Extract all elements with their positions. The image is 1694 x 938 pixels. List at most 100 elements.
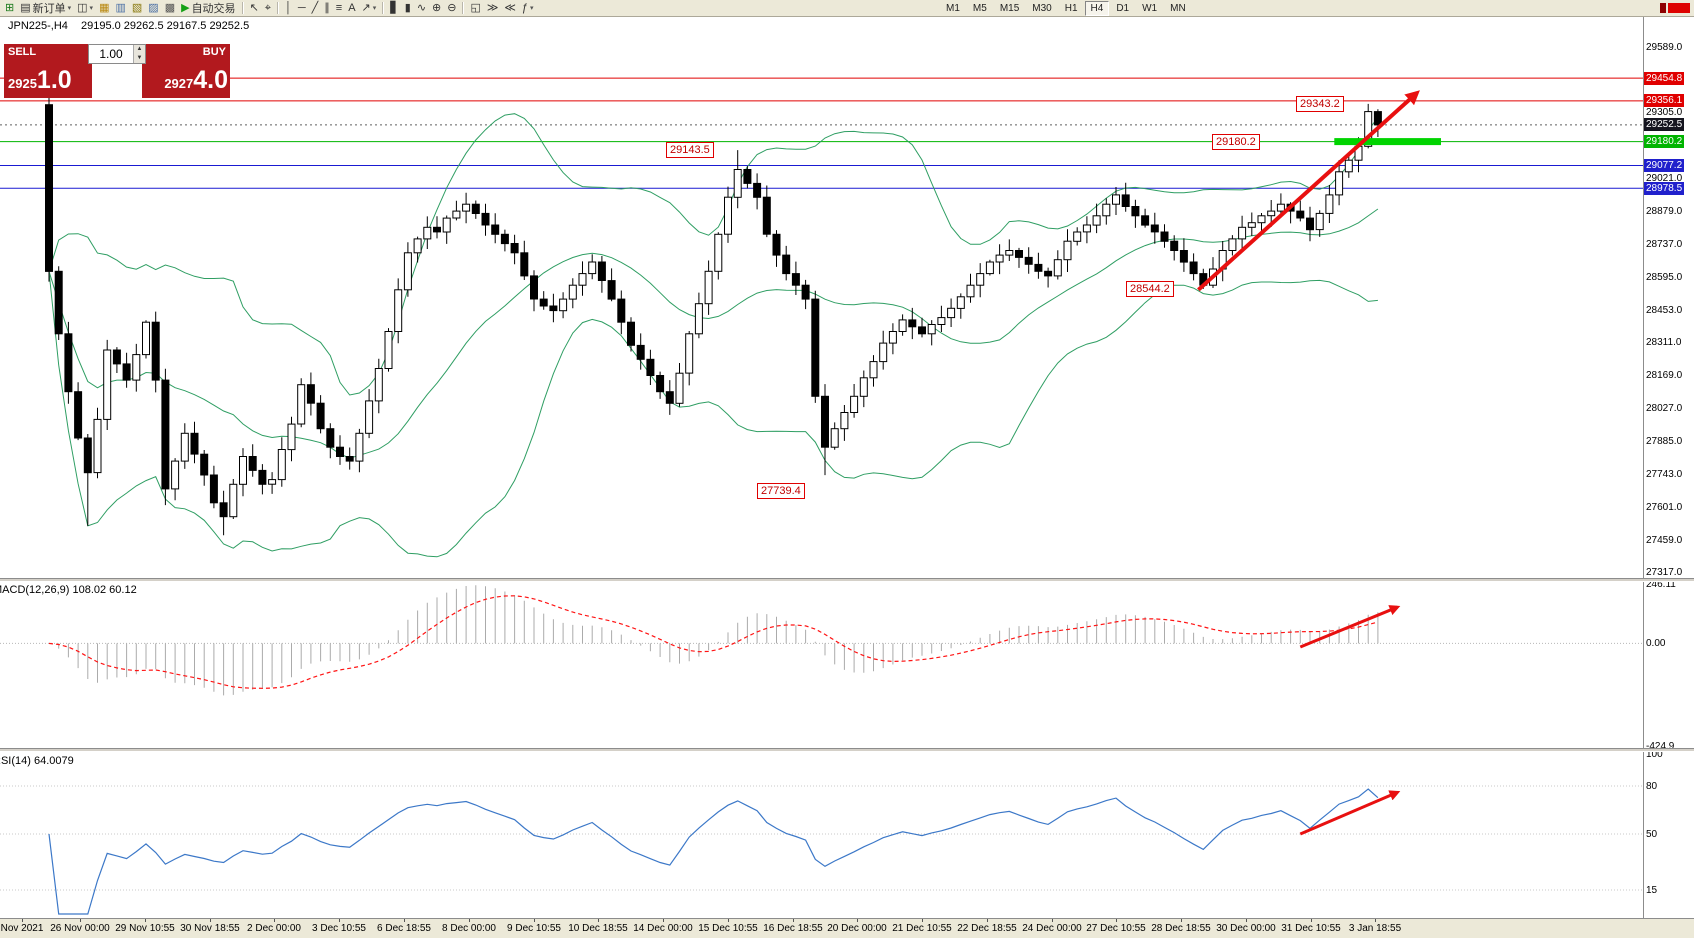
timeframe-button-m15[interactable]: M15 xyxy=(999,3,1020,14)
macd-histogram xyxy=(58,585,1379,696)
tile-windows-button[interactable]: ◱ xyxy=(467,1,483,16)
equidistant-channel-button[interactable]: ∥ xyxy=(321,1,333,16)
terminal-icon: ▨ xyxy=(148,1,159,14)
volume-value: 1.00 xyxy=(99,47,123,61)
green-zone-marker[interactable] xyxy=(1334,138,1441,146)
time-axis-label: 20 Dec 00:00 xyxy=(827,923,887,934)
timeframe-button-d1[interactable]: D1 xyxy=(1116,3,1130,14)
rsi-label: RSI(14) 64.0079 xyxy=(0,755,74,767)
indicators-button[interactable]: ƒ ▾ xyxy=(519,1,537,16)
timeframe-block: M1 M5 M15 M30 H1 H4 D1 W1 MN xyxy=(940,1,1193,16)
auto-scroll-button[interactable]: ≫ xyxy=(484,1,502,16)
text-label-button[interactable]: A xyxy=(345,1,358,16)
timeframe-button-m1[interactable]: M1 xyxy=(946,3,960,14)
new-order-button[interactable]: ▤ 新订单 ▾ xyxy=(17,1,74,16)
time-axis-label: 21 Dec 10:55 xyxy=(892,923,952,934)
new-chart-button[interactable]: ⊞ xyxy=(2,1,17,16)
status-indicator-icon xyxy=(1668,3,1690,13)
time-axis-tick xyxy=(857,919,858,922)
trend-arrow[interactable] xyxy=(1197,90,1420,292)
time-axis-label: 29 Nov 10:55 xyxy=(115,923,175,934)
horizontal-line-button[interactable]: ─ xyxy=(295,1,309,16)
panel-separator-macd[interactable] xyxy=(0,578,1694,582)
zoom-in-button[interactable]: ⊕ xyxy=(429,1,444,16)
rsi-arrow[interactable] xyxy=(1299,790,1401,836)
data-window-button[interactable]: ▥ xyxy=(112,1,128,16)
volume-spinner[interactable]: ▲ ▼ xyxy=(133,45,145,63)
market-watch-icon: ▦ xyxy=(99,1,110,14)
volume-up-icon[interactable]: ▲ xyxy=(133,45,145,54)
price-scale-label-plain: 28169.0 xyxy=(1646,370,1683,382)
vertical-line-icon: │ xyxy=(284,1,292,14)
macd-arrow[interactable] xyxy=(1299,605,1401,649)
price-scale-label-red: 29454.8 xyxy=(1644,71,1685,85)
time-axis-label: 28 Dec 18:55 xyxy=(1151,923,1211,934)
fibonacci-button[interactable]: ≡ xyxy=(333,1,345,16)
terminal-button[interactable]: ▨ xyxy=(145,1,161,16)
new-order-button-label: 新订单 xyxy=(32,3,66,15)
charts-menu-button-dropdown-icon[interactable]: ▾ xyxy=(89,5,94,12)
time-axis-label: 15 Dec 10:55 xyxy=(698,923,758,934)
timeframe-button-h4[interactable]: H4 xyxy=(1084,1,1110,16)
time-axis-tick xyxy=(469,919,470,922)
price-callout[interactable]: 27739.4 xyxy=(757,483,805,499)
price-scale[interactable]: 29589.0 29454.8 29356.1 29305.0 29252.5 29180… xyxy=(1644,0,1694,938)
price-scale-label-plain: 28737.0 xyxy=(1646,238,1683,250)
price-callout[interactable]: 29180.2 xyxy=(1212,134,1260,150)
auto-trading-button[interactable]: ▶ 自动交易 xyxy=(178,1,238,16)
time-axis-tick xyxy=(1181,919,1182,922)
candlestick-chart-button[interactable]: ▮ xyxy=(402,1,414,16)
time-axis-tick xyxy=(598,919,599,922)
sell-label: SELL xyxy=(8,46,37,58)
price-scale-label-plain: 29021.0 xyxy=(1646,173,1683,184)
price-callout[interactable]: 29343.2 xyxy=(1296,96,1344,112)
strategy-tester-button[interactable]: ▩ xyxy=(162,1,178,16)
sell-button[interactable]: SELL 29251.0 xyxy=(4,44,92,98)
navigator-button[interactable]: ▧ xyxy=(129,1,145,16)
buy-label: BUY xyxy=(202,46,226,58)
crosshair-button[interactable]: ⌖ xyxy=(262,1,274,16)
time-axis-label: 26 Nov 00:00 xyxy=(50,923,110,934)
time-axis-label: 10 Dec 18:55 xyxy=(568,923,628,934)
line-chart-button[interactable]: ∿ xyxy=(414,1,429,16)
arrows-tool-button[interactable]: ↗ ▾ xyxy=(359,1,380,16)
trendline-button[interactable]: ╱ xyxy=(309,1,322,16)
price-scale-label-red: 29356.1 xyxy=(1644,94,1685,108)
zoom-out-button[interactable]: ⊖ xyxy=(444,1,459,16)
time-axis-tick xyxy=(793,919,794,922)
indicators-button-dropdown-icon[interactable]: ▾ xyxy=(530,5,534,12)
cursor-button[interactable]: ↖ xyxy=(247,1,262,16)
price-scale-label-plain: 27459.0 xyxy=(1646,534,1683,546)
time-axis-label: 9 Dec 10:55 xyxy=(507,923,561,934)
timeframe-button-mn[interactable]: MN xyxy=(1170,3,1186,14)
timeframe-button-h1[interactable]: H1 xyxy=(1064,3,1078,14)
buy-button[interactable]: BUY 29274.0 xyxy=(142,44,230,98)
new-order-button-dropdown-icon[interactable]: ▾ xyxy=(67,5,72,12)
timeframe-button-m5[interactable]: M5 xyxy=(972,3,987,14)
symbol-period-label: JPN225-,H4 xyxy=(8,20,68,32)
bar-chart-button[interactable]: ▋ xyxy=(387,1,401,16)
vertical-line-button[interactable]: │ xyxy=(282,1,295,16)
price-callout[interactable]: 28544.2 xyxy=(1126,281,1174,297)
price-callout[interactable]: 29143.5 xyxy=(666,142,714,158)
charts-menu-button[interactable]: ◫ ▾ xyxy=(74,1,96,16)
time-axis-tick xyxy=(80,919,81,922)
buy-price-big: 4.0 xyxy=(193,66,228,94)
ohlc-values: 29195.0 29262.5 29167.5 29252.5 xyxy=(80,20,250,32)
new-chart-icon: ⊞ xyxy=(5,1,15,14)
time-axis-tick xyxy=(404,919,405,922)
panel-separator-rsi[interactable] xyxy=(0,748,1694,752)
volume-down-icon[interactable]: ▼ xyxy=(133,54,145,63)
chart-shift-button[interactable]: ≪ xyxy=(501,1,519,16)
arrows-tool-button-dropdown-icon[interactable]: ▾ xyxy=(372,5,377,12)
timeframe-button-m30[interactable]: M30 xyxy=(1032,3,1052,14)
volume-input[interactable]: 1.00 ▲ ▼ xyxy=(88,44,146,64)
timeframe-button-w1[interactable]: W1 xyxy=(1142,3,1158,14)
time-axis[interactable]: Nov 2021 26 Nov 00:00 29 Nov 10:55 30 Nov 1… xyxy=(0,918,1694,938)
main-chart-panel xyxy=(0,77,1643,558)
market-watch-button[interactable]: ▦ xyxy=(96,1,112,16)
trendline-icon: ╱ xyxy=(311,1,319,14)
